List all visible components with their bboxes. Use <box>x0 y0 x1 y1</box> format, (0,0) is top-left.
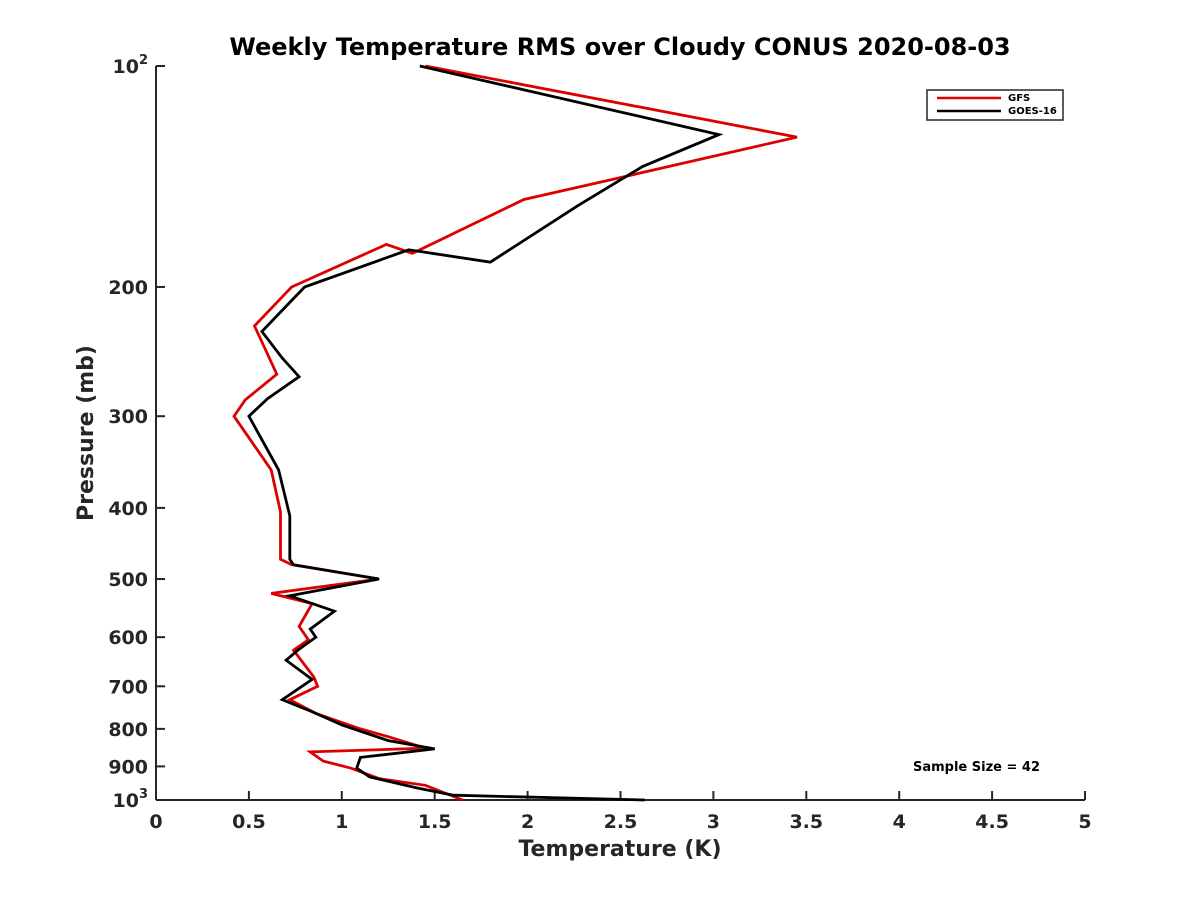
plot-area: 0 0.5 1 1.5 2 2.5 3 3.5 4 4.5 5 102200300400500600… <box>108 53 1091 833</box>
y-tick-label-base: 10 <box>113 790 139 812</box>
y-tick-label: 102 <box>113 53 149 78</box>
y-tick-label: 400 <box>108 498 148 520</box>
chart-title: Weekly Temperature RMS over Cloudy CONUS… <box>229 33 1010 61</box>
y-tick-label-base: 500 <box>108 569 148 591</box>
y-tick-label: 700 <box>108 676 148 698</box>
y-tick-label-base: 900 <box>108 756 148 778</box>
y-tick-label: 300 <box>108 406 148 428</box>
y-tick-label: 103 <box>113 787 149 812</box>
y-tick-label: 600 <box>108 627 148 649</box>
y-tick-label: 500 <box>108 569 148 591</box>
legend: GFS GOES-16 <box>926 89 1064 121</box>
y-tick-label: 800 <box>108 719 148 741</box>
y-tick-label: 900 <box>108 756 148 778</box>
x-tick-label: 4.5 <box>975 811 1009 833</box>
y-tick-label-exponent: 3 <box>139 787 148 802</box>
y-tick-label-base: 400 <box>108 498 148 520</box>
y-tick-label-base: 700 <box>108 676 148 698</box>
x-tick-label: 3 <box>707 811 720 833</box>
x-tick-label: 0 <box>149 811 162 833</box>
x-tick-label: 2.5 <box>604 811 638 833</box>
y-tick-label-base: 800 <box>108 719 148 741</box>
series-line-gfs <box>232 64 798 802</box>
x-axis-label: Temperature (K) <box>518 837 721 862</box>
y-tick-label-base: 10 <box>113 56 139 78</box>
series-line-goes16 <box>247 64 724 802</box>
x-tick-label: 1.5 <box>418 811 452 833</box>
y-tick-label-exponent: 2 <box>139 53 148 68</box>
legend-label-gfs: GFS <box>1008 93 1030 104</box>
x-tick-label: 4 <box>893 811 906 833</box>
legend-box <box>926 89 1064 121</box>
x-tick-label: 1 <box>335 811 348 833</box>
x-tick-label: 0.5 <box>232 811 266 833</box>
sample-size-annotation: Sample Size = 42 <box>913 760 1040 775</box>
x-tick-label: 3.5 <box>789 811 823 833</box>
y-tick-label-base: 600 <box>108 627 148 649</box>
y-tick-label: 200 <box>108 277 148 299</box>
x-tick-label: 5 <box>1078 811 1091 833</box>
x-axis-ticks: 0 0.5 1 1.5 2 2.5 3 3.5 4 4.5 5 <box>149 791 1092 833</box>
legend-label-goes16: GOES-16 <box>1008 106 1057 117</box>
y-tick-label-base: 300 <box>108 406 148 428</box>
series-lines <box>232 64 798 802</box>
y-axis-label: Pressure (mb) <box>74 345 99 521</box>
y-tick-label-base: 200 <box>108 277 148 299</box>
x-tick-label: 2 <box>521 811 534 833</box>
